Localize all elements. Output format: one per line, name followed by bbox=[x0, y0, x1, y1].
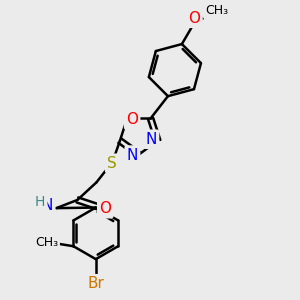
Text: O: O bbox=[126, 112, 138, 128]
Text: O: O bbox=[99, 201, 111, 216]
Text: Br: Br bbox=[87, 276, 104, 291]
Text: N: N bbox=[42, 198, 53, 213]
Text: CH₃: CH₃ bbox=[35, 236, 58, 249]
Text: H: H bbox=[35, 195, 45, 209]
Text: CH₃: CH₃ bbox=[205, 4, 228, 17]
Text: N: N bbox=[127, 148, 138, 163]
Text: O: O bbox=[188, 11, 200, 26]
Text: N: N bbox=[146, 132, 157, 147]
Text: S: S bbox=[107, 156, 117, 171]
